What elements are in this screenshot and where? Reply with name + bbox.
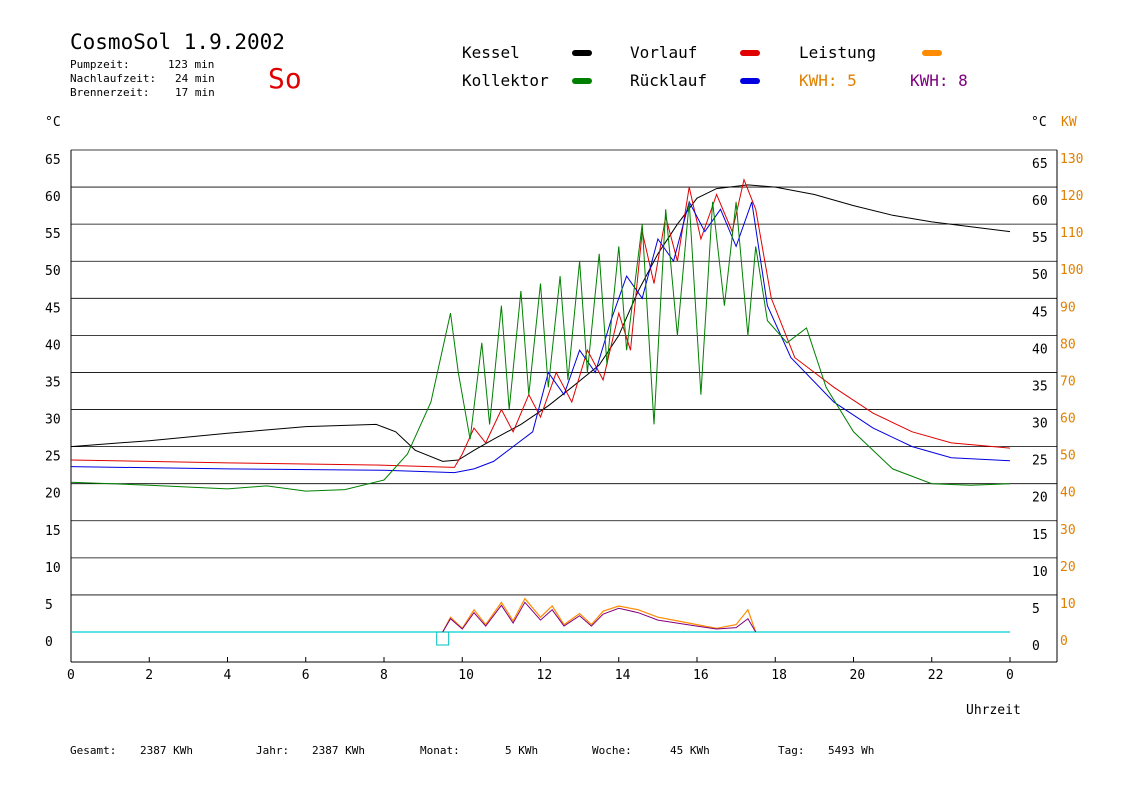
- y-tick-label-right: 20: [1032, 491, 1048, 506]
- y-axis-label-kw: KW: [1061, 115, 1077, 130]
- footer-woche-value: 45 KWh: [670, 744, 710, 757]
- y-tick-label-right: 35: [1032, 379, 1048, 394]
- pump-marker: [436, 631, 450, 646]
- brennerzeit-value: 17 min: [175, 86, 215, 99]
- x-tick-label: 18: [771, 668, 787, 683]
- series-line-kollektor: [70, 201, 1011, 492]
- y-tick-label-left: 60: [45, 190, 61, 205]
- footer-jahr-label: Jahr:: [256, 744, 290, 757]
- y-tick-label-right: 30: [1032, 417, 1048, 432]
- y-tick-label-kw: 40: [1060, 486, 1076, 501]
- y-tick-label-left: 15: [45, 524, 61, 539]
- x-tick-label: 22: [928, 668, 944, 683]
- y-tick-label-left: 20: [45, 487, 61, 502]
- footer-monat-label: Monat:: [420, 744, 460, 757]
- y-tick-label-kw: 80: [1060, 337, 1076, 352]
- x-tick-label: 12: [537, 668, 553, 683]
- legend-ruecklauf-label: Rücklauf: [630, 71, 708, 90]
- footer-tag-value: 5493 Wh: [828, 744, 875, 757]
- y-tick-label-left: 40: [45, 338, 61, 353]
- y-tick-label-left: 35: [45, 375, 61, 390]
- legend-leistung-label: Leistung: [799, 43, 877, 62]
- x-tick-label: 10: [458, 668, 474, 683]
- y-tick-label-kw: 130: [1060, 152, 1083, 167]
- series-line-vorlauf: [70, 178, 1011, 468]
- pumpzeit-label: Pumpzeit:: [70, 58, 130, 71]
- app-title: CosmoSol 1.9.2002: [70, 30, 285, 54]
- y-tick-label-kw: 100: [1060, 263, 1083, 278]
- x-tick-label: 14: [615, 668, 631, 683]
- footer-tag-label: Tag:: [778, 744, 805, 757]
- x-tick-label: 16: [693, 668, 709, 683]
- footer-gesamt-value: 2387 KWh: [140, 744, 193, 757]
- legend-vorlauf-label: Vorlauf: [630, 43, 698, 62]
- x-axis-label: Uhrzeit: [966, 703, 1021, 718]
- y-tick-label-right: 65: [1032, 157, 1048, 172]
- y-tick-label-left: 10: [45, 561, 61, 576]
- y-tick-label-kw: 70: [1060, 374, 1076, 389]
- footer-jahr-value: 2387 KWh: [312, 744, 365, 757]
- legend-kessel-swatch: [572, 50, 592, 56]
- y-axis-label-left: °C: [45, 115, 61, 130]
- legend-vorlauf-swatch: [740, 50, 760, 56]
- y-tick-label-right: 60: [1032, 194, 1048, 209]
- y-tick-label-left: 0: [45, 635, 53, 650]
- y-tick-label-right: 5: [1032, 602, 1040, 617]
- legend-kessel-label: Kessel: [462, 43, 520, 62]
- legend-kollektor-swatch: [572, 78, 592, 84]
- footer-monat-value: 5 KWh: [505, 744, 539, 757]
- x-tick-label: 20: [850, 668, 866, 683]
- y-tick-label-kw: 60: [1060, 412, 1076, 427]
- y-tick-label-kw: 50: [1060, 449, 1076, 464]
- y-tick-label-kw: 110: [1060, 226, 1083, 241]
- y-tick-label-right: 25: [1032, 454, 1048, 469]
- series-line-kessel: [70, 184, 1011, 462]
- y-tick-label-kw: 20: [1060, 560, 1076, 575]
- y-tick-label-right: 10: [1032, 565, 1048, 580]
- y-tick-label-left: 45: [45, 301, 61, 316]
- legend-kollektor-label: Kollektor: [462, 71, 549, 90]
- y-tick-label-right: 15: [1032, 528, 1048, 543]
- y-tick-label-kw: 0: [1060, 634, 1068, 649]
- series-line-leistung: [442, 597, 757, 633]
- series-line-ruecklauf: [70, 200, 1011, 474]
- footer-gesamt-label: Gesamt:: [70, 744, 117, 757]
- pumpzeit-value: 123 min: [168, 58, 215, 71]
- nachlaufzeit-label: Nachlaufzeit:: [70, 72, 157, 85]
- y-tick-label-left: 65: [45, 153, 61, 168]
- x-tick-label: 4: [224, 668, 232, 683]
- y-tick-label-kw: 90: [1060, 300, 1076, 315]
- legend-leistung-swatch: [922, 50, 942, 56]
- x-tick-label: 0: [1006, 668, 1014, 683]
- legend-kwh1-label: KWH: 5: [799, 71, 857, 90]
- series-line-leistung-2: [442, 601, 757, 633]
- x-tick-label: 6: [302, 668, 310, 683]
- y-tick-label-left: 25: [45, 450, 61, 465]
- x-tick-label: 0: [67, 668, 75, 683]
- y-axis-label-right: °C: [1031, 115, 1047, 130]
- footer-woche-label: Woche:: [592, 744, 632, 757]
- y-tick-label-left: 50: [45, 264, 61, 279]
- y-tick-label-kw: 10: [1060, 597, 1076, 612]
- y-tick-label-right: 40: [1032, 342, 1048, 357]
- weekday-label: So: [268, 62, 302, 95]
- y-tick-label-right: 45: [1032, 305, 1048, 320]
- y-tick-label-left: 55: [45, 227, 61, 242]
- y-tick-label-left: 30: [45, 413, 61, 428]
- y-tick-label-left: 5: [45, 598, 53, 613]
- y-tick-label-kw: 30: [1060, 523, 1076, 538]
- nachlaufzeit-value: 24 min: [175, 72, 215, 85]
- brennerzeit-label: Brennerzeit:: [70, 86, 150, 99]
- y-tick-label-right: 50: [1032, 268, 1048, 283]
- legend-kwh2-label: KWH: 8: [910, 71, 968, 90]
- y-tick-label-right: 0: [1032, 639, 1040, 654]
- y-tick-label-kw: 120: [1060, 189, 1083, 204]
- y-tick-label-right: 55: [1032, 231, 1048, 246]
- x-tick-label: 2: [145, 668, 153, 683]
- x-tick-label: 8: [380, 668, 388, 683]
- legend-ruecklauf-swatch: [740, 78, 760, 84]
